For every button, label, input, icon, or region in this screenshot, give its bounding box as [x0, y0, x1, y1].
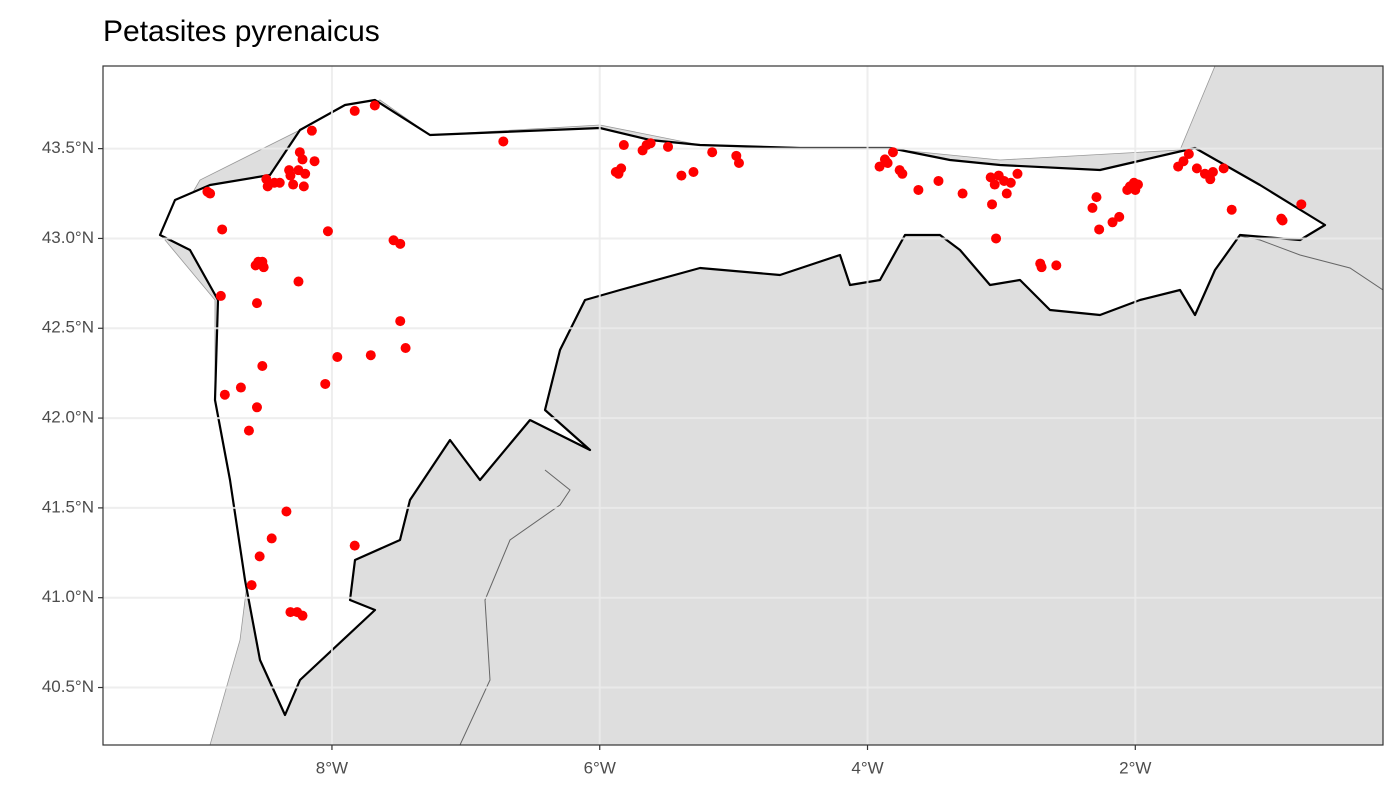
point	[284, 165, 295, 176]
y-tick-label: 43.0°N	[42, 228, 94, 247]
point	[235, 382, 246, 393]
point	[618, 140, 629, 151]
point	[297, 610, 308, 621]
panel-border	[102, 65, 1384, 746]
study-region	[158, 98, 1327, 717]
point	[395, 238, 406, 249]
point	[1036, 262, 1047, 273]
point	[215, 290, 226, 301]
point	[400, 343, 411, 354]
point	[1226, 204, 1237, 215]
point	[269, 177, 280, 188]
point	[913, 184, 924, 195]
point	[1178, 156, 1189, 167]
point	[246, 580, 257, 591]
point	[253, 256, 264, 267]
point	[298, 181, 309, 192]
point	[243, 425, 254, 436]
point	[297, 154, 308, 165]
point	[1277, 215, 1288, 226]
point	[1012, 168, 1023, 179]
point	[1207, 166, 1218, 177]
x-tick-label: 6°W	[584, 758, 616, 777]
y-tick-label: 41.5°N	[42, 497, 94, 516]
y-tick-label: 42.5°N	[42, 318, 94, 337]
point	[266, 533, 277, 544]
point	[365, 350, 376, 361]
y-tick-label: 42.0°N	[42, 408, 94, 427]
point	[645, 138, 656, 149]
point	[349, 105, 360, 116]
point	[987, 199, 998, 210]
point	[663, 141, 674, 152]
point	[322, 226, 333, 237]
point	[1218, 163, 1229, 174]
point	[1005, 177, 1016, 188]
points	[202, 100, 1307, 621]
y-tick-label: 40.5°N	[42, 677, 94, 696]
x-tick-label: 8°W	[316, 758, 348, 777]
point	[281, 506, 292, 517]
point	[306, 125, 317, 136]
point	[897, 168, 908, 179]
point	[395, 316, 406, 327]
point	[320, 378, 331, 389]
x-tick-label: 4°W	[851, 758, 883, 777]
point	[257, 360, 268, 371]
grid	[103, 66, 1383, 745]
point	[217, 224, 228, 235]
y-tick-label: 43.5°N	[42, 138, 94, 157]
point	[1114, 211, 1125, 222]
point	[1087, 202, 1098, 213]
point	[309, 156, 320, 167]
point	[1132, 179, 1143, 190]
point	[887, 147, 898, 158]
point	[989, 179, 1000, 190]
point	[991, 233, 1002, 244]
point	[254, 551, 265, 562]
point	[1191, 163, 1202, 174]
point	[733, 158, 744, 168]
point	[882, 158, 893, 168]
point	[293, 165, 304, 176]
point	[349, 540, 360, 551]
point	[1001, 188, 1012, 199]
point	[369, 100, 380, 111]
point	[251, 402, 262, 413]
point	[1296, 199, 1307, 210]
point	[205, 188, 216, 199]
point	[874, 161, 885, 172]
point	[676, 170, 687, 181]
point	[288, 179, 299, 190]
point	[1183, 149, 1194, 160]
chart-title: Petasites pyrenaicus	[103, 15, 380, 48]
point	[1091, 192, 1102, 203]
point	[251, 298, 262, 309]
point	[1107, 217, 1118, 228]
point	[957, 188, 968, 199]
point	[933, 175, 944, 186]
point	[332, 352, 343, 362]
base-map	[158, 66, 1383, 745]
point	[1051, 260, 1062, 271]
point	[1094, 224, 1105, 235]
point	[616, 163, 627, 174]
x-tick-label: 2°W	[1119, 758, 1151, 777]
point	[219, 389, 230, 400]
point	[293, 276, 304, 287]
point	[707, 147, 718, 158]
y-tick-label: 41.0°N	[42, 587, 94, 606]
point	[498, 136, 509, 147]
point	[688, 166, 699, 177]
